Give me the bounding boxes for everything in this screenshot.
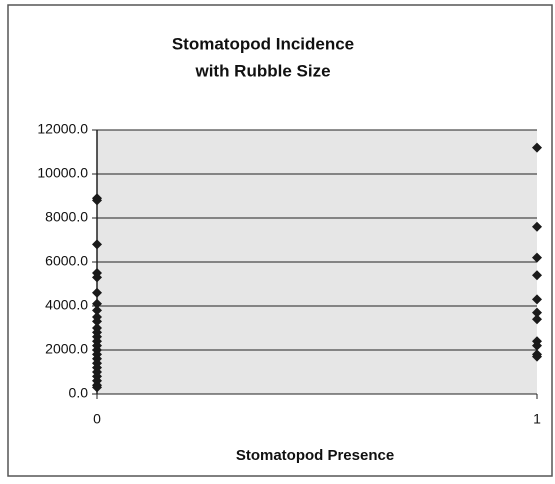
point bbox=[92, 239, 102, 250]
y-tick-label: 8000.0 bbox=[45, 209, 88, 225]
point bbox=[532, 351, 542, 362]
point bbox=[92, 382, 102, 393]
y-tick-label: 0.0 bbox=[69, 385, 89, 401]
point bbox=[92, 272, 102, 283]
point bbox=[532, 221, 542, 232]
chart-title: Stomatopod Incidence bbox=[172, 34, 354, 53]
point bbox=[532, 142, 542, 153]
y-tick-label: 2000.0 bbox=[45, 341, 88, 357]
y-tick-label: 12000.0 bbox=[37, 121, 88, 137]
point bbox=[92, 316, 102, 327]
point bbox=[92, 287, 102, 298]
x-axis-label: Stomatopod Presence bbox=[236, 447, 394, 464]
y-tick-label: 6000.0 bbox=[45, 253, 88, 269]
point bbox=[532, 340, 542, 351]
point bbox=[92, 298, 102, 309]
point bbox=[532, 314, 542, 325]
x-tick-label: 0 bbox=[93, 411, 101, 427]
point bbox=[532, 307, 542, 318]
y-tick-label: 10000.0 bbox=[37, 165, 88, 181]
x-tick-label: 1 bbox=[533, 411, 541, 427]
y-tick-label: 4000.0 bbox=[45, 297, 88, 313]
point bbox=[92, 305, 102, 316]
point bbox=[532, 294, 542, 305]
chart-title: with Rubble Size bbox=[194, 61, 330, 80]
point bbox=[532, 270, 542, 281]
point bbox=[92, 195, 102, 206]
point bbox=[532, 252, 542, 263]
